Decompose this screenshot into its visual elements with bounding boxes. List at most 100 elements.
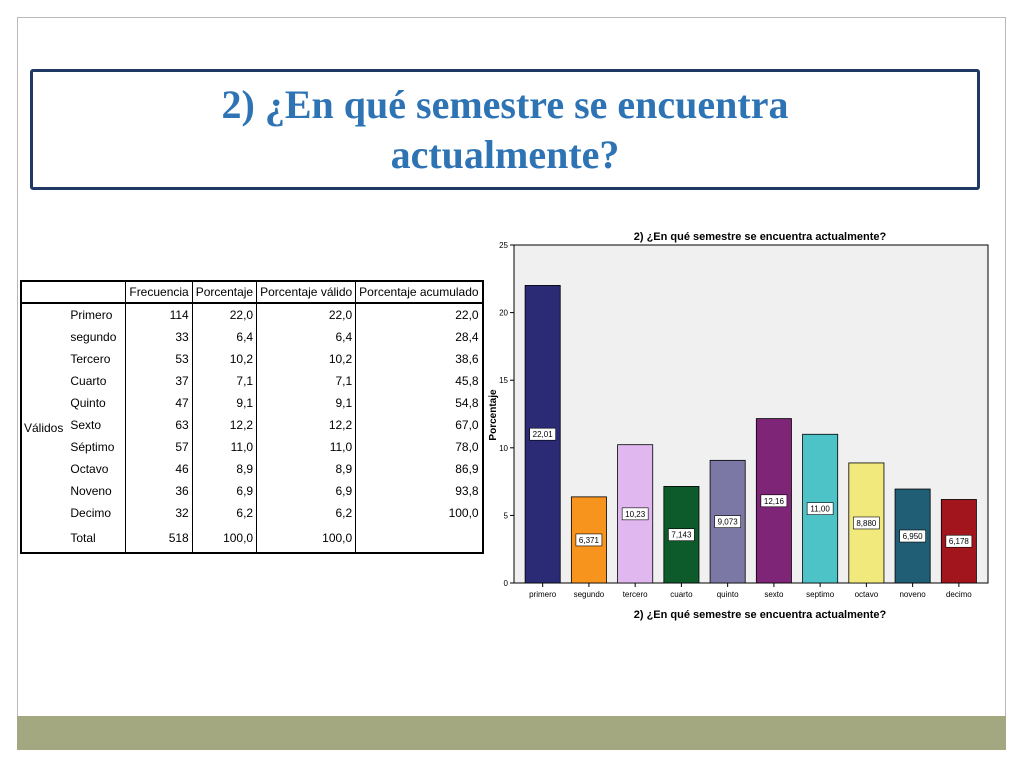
- cell-porcentaje-valido: 7,1: [256, 370, 356, 392]
- total-porcentaje: 100,0: [191, 524, 257, 554]
- cell-porcentaje: 12,2: [191, 414, 257, 436]
- table-row: Octavo 46 8,9 8,9 86,9: [21, 458, 484, 480]
- cell-frecuencia: 47: [125, 392, 193, 414]
- data-label-box: [760, 494, 788, 508]
- cell-porcentaje: 6,9: [191, 480, 257, 502]
- cell-frecuencia: 63: [125, 414, 193, 436]
- data-label: 9,073: [718, 518, 739, 527]
- cell-porcentaje-acumulado: 22,0: [355, 303, 484, 326]
- data-label: 22,01: [533, 430, 554, 439]
- cell-porcentaje-acumulado: 93,8: [355, 480, 484, 502]
- table-row: Sexto 63 12,2 12,2 67,0: [21, 414, 484, 436]
- table-header-porcentaje-valido: Porcentaje válido: [256, 280, 357, 304]
- cell-porcentaje-valido: 22,0: [256, 303, 356, 326]
- table-row: Noveno 36 6,9 6,9 93,8: [21, 480, 484, 502]
- data-label: 10,23: [625, 510, 646, 519]
- total-frecuencia: 518: [125, 524, 193, 554]
- row-label: Cuarto: [70, 374, 107, 388]
- data-label: 11,00: [810, 505, 830, 514]
- cell-porcentaje-valido: 6,4: [256, 326, 356, 348]
- cell-porcentaje: 9,1: [191, 392, 257, 414]
- data-label: 6,371: [579, 536, 600, 545]
- table-total-row: Total 518 100,0 100,0: [21, 524, 484, 554]
- row-label: Decimo: [70, 506, 112, 520]
- data-label-box: [806, 502, 834, 515]
- cell-frecuencia: 114: [125, 303, 193, 326]
- row-label: Noveno: [70, 484, 112, 498]
- cell-porcentaje-acumulado: 78,0: [355, 436, 484, 458]
- chart-y-axis: 0 5 10 15 20 25: [499, 241, 514, 588]
- cell-porcentaje-valido: 8,9: [256, 458, 356, 480]
- table-header-frecuencia: Frecuencia: [125, 280, 193, 304]
- data-label-box: [945, 534, 973, 548]
- frequency-table: Frecuencia Porcentaje Porcentaje válido …: [19, 280, 484, 554]
- table-row: Decimo 32 6,2 6,2 100,0: [21, 502, 484, 524]
- cell-porcentaje-valido: 6,2: [256, 502, 356, 524]
- cell-frecuencia: 36: [125, 480, 193, 502]
- cell-frecuencia: 46: [125, 458, 193, 480]
- chart-x-axis-label: 2) ¿En qué semestre se encuentra actualm…: [634, 609, 887, 621]
- row-label: Quinto: [70, 396, 106, 410]
- data-label: 8,880: [856, 519, 877, 528]
- table-row: segundo 33 6,4 6,4 28,4: [21, 326, 484, 348]
- data-label: 7,143: [671, 531, 692, 540]
- data-label-box: [853, 516, 880, 530]
- y-tick-label: 20: [499, 309, 508, 318]
- x-tick-label: tercero: [623, 590, 648, 599]
- table-header-row: Frecuencia Porcentaje Porcentaje válido …: [20, 280, 484, 304]
- cell-porcentaje-acumulado: 100,0: [355, 502, 484, 524]
- row-label: Séptimo: [70, 440, 115, 454]
- cell-frecuencia: 37: [125, 370, 193, 392]
- x-tick-label: decimo: [946, 590, 972, 599]
- data-label: 12,16: [764, 497, 785, 506]
- row-label: Tercero: [70, 352, 111, 366]
- data-label-box: [714, 515, 741, 528]
- cell-frecuencia: 32: [125, 502, 193, 524]
- row-label: Octavo: [70, 462, 109, 476]
- cell-frecuencia: 57: [125, 436, 193, 458]
- slide-footer-band: [17, 716, 1006, 750]
- x-tick-label: cuarto: [670, 590, 693, 599]
- cell-porcentaje-valido: 11,0: [256, 436, 356, 458]
- cell-porcentaje-valido: 6,9: [256, 480, 356, 502]
- cell-porcentaje-acumulado: 45,8: [355, 370, 484, 392]
- table-header-porcentaje-acumulado: Porcentaje acumulado: [355, 280, 484, 304]
- cell-porcentaje-valido: 9,1: [256, 392, 356, 414]
- cell-porcentaje: 7,1: [191, 370, 257, 392]
- table-group-label: Válidos: [19, 303, 67, 554]
- data-label-box: [575, 533, 603, 547]
- table-header-blank: [20, 280, 127, 304]
- cell-porcentaje: 22,0: [191, 303, 257, 326]
- y-tick-label: 25: [499, 241, 508, 250]
- chart-x-axis: primero segundo tercero cuarto quinto sexto se…: [529, 583, 972, 599]
- data-label-box: [529, 427, 556, 441]
- data-label-box: [899, 529, 926, 543]
- data-label-box: [668, 528, 695, 542]
- total-label: Total: [66, 524, 126, 554]
- cell-porcentaje: 6,2: [191, 502, 257, 524]
- cell-porcentaje: 11,0: [191, 436, 257, 458]
- slide-title-box: 2) ¿En qué semestre se encuentra actualm…: [30, 69, 980, 190]
- cell-porcentaje-valido: 10,2: [256, 348, 356, 370]
- x-tick-label: septimo: [806, 590, 835, 599]
- x-tick-label: segundo: [574, 590, 605, 599]
- cell-frecuencia: 53: [125, 348, 193, 370]
- cell-porcentaje-valido: 12,2: [256, 414, 356, 436]
- cell-porcentaje-acumulado: 86,9: [355, 458, 484, 480]
- x-tick-label: noveno: [899, 590, 926, 599]
- table-row: Cuarto 37 7,1 7,1 45,8: [21, 370, 484, 392]
- y-tick-label: 5: [504, 511, 509, 520]
- row-label: Sexto: [70, 418, 102, 432]
- table-row: Séptimo 57 11,0 11,0 78,0: [21, 436, 484, 458]
- x-tick-label: quinto: [717, 590, 739, 599]
- x-tick-label: sexto: [764, 590, 784, 599]
- row-label: Primero: [70, 308, 113, 322]
- x-tick-label: octavo: [855, 590, 879, 599]
- cell-porcentaje: 6,4: [191, 326, 257, 348]
- cell-porcentaje-acumulado: 38,6: [355, 348, 484, 370]
- data-label-box: [621, 507, 649, 521]
- data-label: 6,178: [949, 537, 970, 546]
- y-tick-label: 0: [504, 579, 509, 588]
- chart-y-axis-label: Porcentaje: [488, 389, 499, 441]
- table-row: Quinto 47 9,1 9,1 54,8: [21, 392, 484, 414]
